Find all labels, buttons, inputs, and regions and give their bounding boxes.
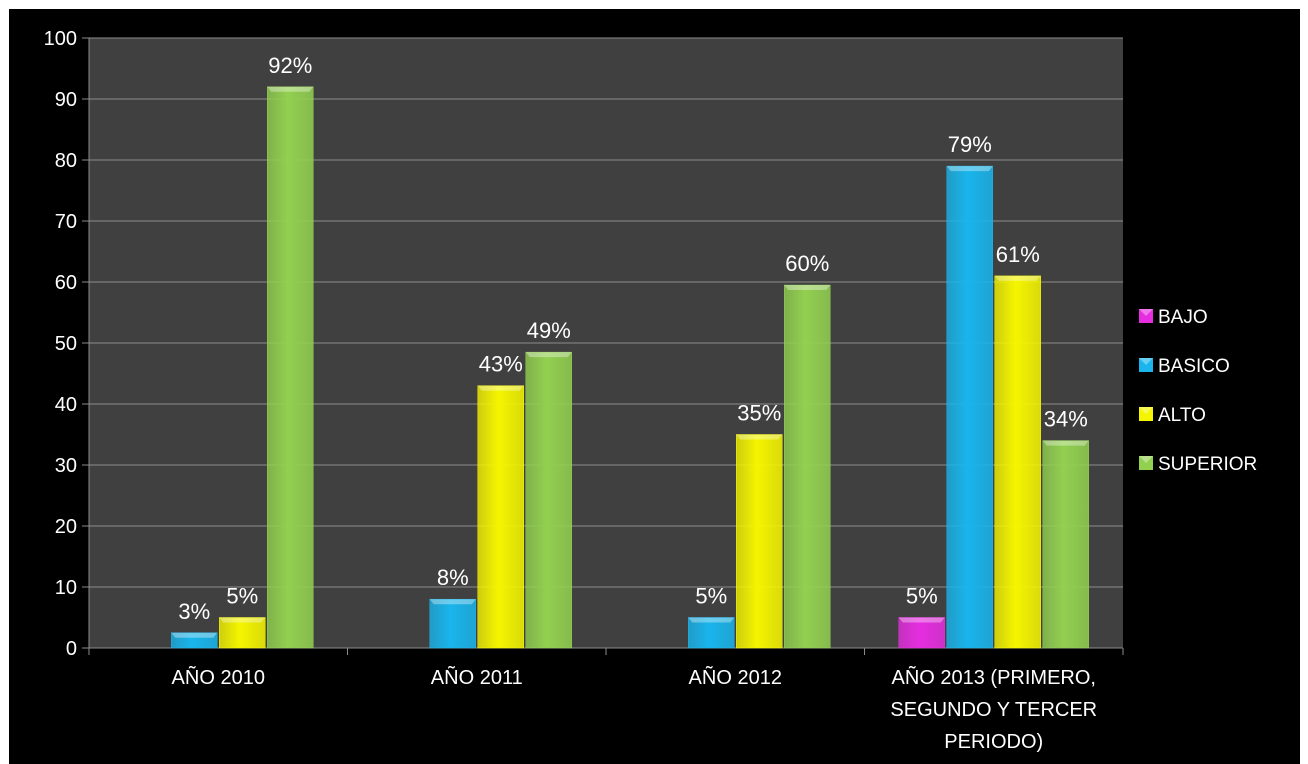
bar-bevel bbox=[994, 275, 1041, 281]
y-tick-label: 40 bbox=[55, 394, 77, 416]
bar-alto bbox=[736, 434, 783, 649]
data-label: 60% bbox=[785, 251, 829, 276]
y-tick-label: 50 bbox=[55, 333, 77, 355]
y-tick-label: 90 bbox=[55, 89, 77, 111]
x-tick-label: AÑO 2013 (PRIMERO, SEGUNDO Y TERCER PERIOD… bbox=[890, 665, 1097, 753]
bar-superior bbox=[1042, 440, 1089, 649]
bar-bevel bbox=[736, 434, 783, 440]
legend-label-basico: BASICO bbox=[1158, 356, 1230, 377]
legend-swatch-bevel bbox=[1139, 309, 1153, 316]
data-label: 5% bbox=[226, 584, 258, 609]
bar-basico bbox=[171, 632, 218, 649]
legend-swatch-bevel bbox=[1139, 456, 1153, 463]
axes: 0 10 20 30 40 50 60 70 80 90 100 AÑO 2010 AÑO 2011 AÑ… bbox=[44, 28, 1124, 753]
data-label: 43% bbox=[479, 352, 523, 377]
bar-bevel bbox=[946, 166, 993, 172]
bar-bevel bbox=[171, 632, 218, 638]
bar-superior bbox=[525, 351, 572, 649]
data-label: 8% bbox=[437, 565, 469, 590]
legend-swatch-bevel bbox=[1139, 358, 1153, 365]
bar-bevel bbox=[1042, 440, 1089, 446]
bars bbox=[171, 86, 1089, 649]
bar-bevel bbox=[688, 617, 735, 623]
bar-superior bbox=[267, 86, 314, 649]
legend-swatch-bajo bbox=[1139, 309, 1153, 323]
y-tick-label: 100 bbox=[44, 28, 77, 50]
y-tick-label: 10 bbox=[55, 577, 77, 599]
y-tick-label: 80 bbox=[55, 150, 77, 172]
data-label: 61% bbox=[996, 242, 1040, 267]
bar-bevel bbox=[784, 285, 831, 291]
bar-bevel bbox=[477, 385, 524, 391]
bar-bevel bbox=[267, 86, 314, 92]
bar-superior bbox=[784, 284, 831, 649]
legend-swatch-basico bbox=[1139, 358, 1153, 372]
bar-bevel bbox=[429, 599, 476, 605]
x-tick-label: AÑO 2012 bbox=[689, 665, 782, 689]
legend-label-superior: SUPERIOR bbox=[1158, 454, 1257, 475]
x-tick-label: AÑO 2010 bbox=[172, 665, 265, 689]
y-tick-label: 70 bbox=[55, 211, 77, 233]
bar-basico bbox=[946, 165, 993, 649]
legend-swatch-superior bbox=[1139, 456, 1153, 470]
data-label: 34% bbox=[1044, 407, 1088, 432]
bar-bajo bbox=[898, 617, 945, 649]
data-label: 5% bbox=[695, 584, 727, 609]
bar-bevel bbox=[898, 617, 945, 623]
bar-bevel bbox=[525, 352, 572, 358]
chart-frame: 0 10 20 30 40 50 60 70 80 90 100 AÑO 2010 AÑO 2011 AÑ… bbox=[9, 9, 1300, 764]
data-labels: 5% 3% 8% 5% 79% 5% 43% 35% 61% 92% 49% 60% 34% bbox=[178, 53, 1087, 624]
bar-basico bbox=[688, 617, 735, 649]
bar-alto bbox=[219, 617, 266, 649]
legend-label-bajo: BAJO bbox=[1158, 307, 1208, 328]
data-label: 49% bbox=[527, 318, 571, 343]
data-label: 5% bbox=[906, 584, 938, 609]
legend-swatch-bevel bbox=[1139, 407, 1153, 414]
data-label: 79% bbox=[948, 132, 992, 157]
y-tick-label: 60 bbox=[55, 272, 77, 294]
data-label: 92% bbox=[268, 53, 312, 78]
legend-label-alto: ALTO bbox=[1158, 405, 1206, 426]
y-tick-label: 20 bbox=[55, 516, 77, 538]
y-tick-label: 30 bbox=[55, 455, 77, 477]
bar-chart: 0 10 20 30 40 50 60 70 80 90 100 AÑO 2010 AÑO 2011 AÑ… bbox=[44, 28, 1258, 753]
bar-alto bbox=[994, 275, 1041, 649]
x-tick-label: AÑO 2011 bbox=[431, 665, 523, 689]
bar-bevel bbox=[219, 617, 266, 623]
data-label: 3% bbox=[178, 599, 210, 624]
legend-swatch-alto bbox=[1139, 407, 1153, 421]
bar-alto bbox=[477, 385, 524, 649]
legend: BAJO BASICO ALTO SUPERIOR bbox=[1139, 307, 1257, 475]
data-label: 35% bbox=[737, 401, 781, 426]
bar-basico bbox=[429, 598, 476, 649]
y-tick-label: 0 bbox=[66, 638, 77, 660]
